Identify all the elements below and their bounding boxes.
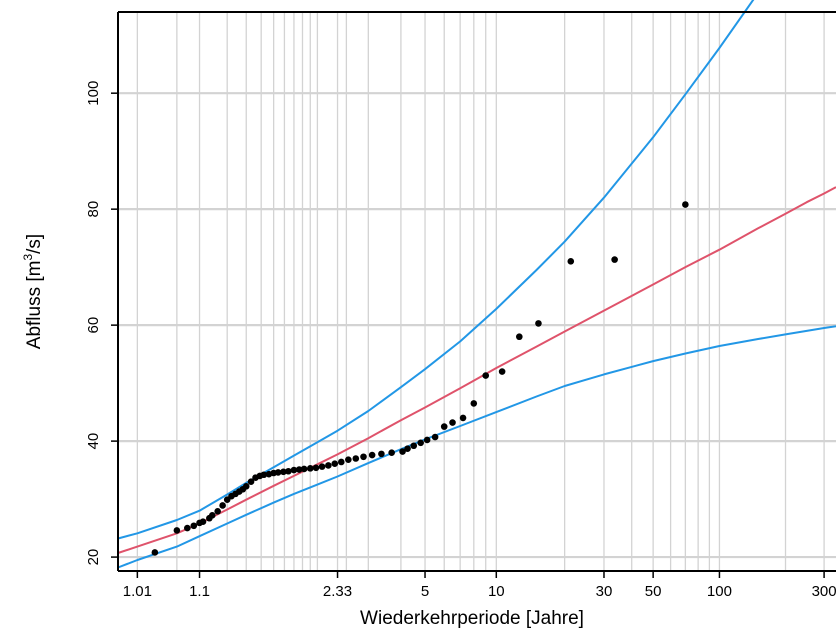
- data-point: [535, 320, 542, 327]
- data-point: [431, 433, 439, 441]
- data-point: [285, 467, 292, 475]
- data-point: [295, 466, 303, 473]
- data-point: [173, 527, 181, 534]
- data-point: [219, 502, 226, 509]
- x-tick-label: 30: [596, 583, 613, 600]
- data-point: [682, 201, 689, 208]
- data-point: [516, 333, 523, 341]
- fit-line: [117, 186, 836, 554]
- data-point: [208, 512, 216, 519]
- data-point: [318, 463, 326, 470]
- data-point: [274, 469, 282, 476]
- data-point: [368, 451, 376, 459]
- data-point: [306, 465, 314, 472]
- data-point: [280, 468, 287, 476]
- data-point: [417, 439, 424, 447]
- data-point: [247, 478, 255, 485]
- y-axis-ticks: 20 40 60 80 100: [85, 81, 118, 566]
- y-tick-label: 40: [85, 433, 102, 450]
- y-axis-title-main: Abfluss [m: [24, 261, 45, 350]
- y-tick-label: 100: [85, 81, 102, 106]
- lower-confidence-line: [117, 325, 836, 569]
- y-tick-label: 80: [85, 201, 102, 218]
- x-tick-label: 2.33: [323, 583, 352, 600]
- x-tick-label: 100: [707, 583, 732, 600]
- grid-lines: [118, 12, 836, 571]
- x-axis-title: Wiederkehrperiode [Jahre]: [360, 608, 584, 629]
- y-axis-title-superscript: 3: [21, 254, 35, 261]
- data-point: [337, 458, 345, 466]
- data-point: [300, 465, 308, 473]
- x-tick-label: 50: [645, 583, 662, 600]
- y-tick-label: 20: [85, 549, 102, 566]
- y-axis-title-suffix: /s]: [24, 234, 45, 254]
- data-point: [290, 466, 298, 474]
- x-tick-label: 5: [421, 583, 429, 600]
- data-point: [440, 423, 448, 430]
- data-point: [184, 524, 191, 532]
- data-point: [388, 449, 395, 457]
- data-point: [214, 507, 221, 515]
- data-point: [498, 368, 506, 375]
- data-point: [352, 455, 360, 462]
- data-point: [199, 518, 207, 526]
- data-point: [423, 436, 431, 444]
- data-point: [242, 483, 250, 490]
- data-point: [360, 453, 367, 461]
- x-tick-label: 300: [812, 583, 836, 600]
- data-point: [331, 460, 339, 468]
- data-point: [399, 448, 406, 455]
- data-point: [190, 522, 198, 530]
- x-axis-ticks: 1.01 1.1 2.33 5 10 30 50 100 300: [123, 571, 836, 600]
- data-point: [410, 442, 418, 450]
- data-point: [482, 372, 490, 379]
- data-point: [470, 400, 478, 407]
- data-point: [345, 456, 352, 463]
- series-layer: [117, 0, 836, 569]
- data-point: [449, 419, 456, 426]
- data-point: [378, 450, 385, 458]
- x-tick-label: 1.1: [189, 583, 210, 600]
- upper-confidence-line: [117, 0, 755, 540]
- data-point: [611, 256, 618, 263]
- x-tick-label: 1.01: [123, 583, 152, 600]
- data-point: [459, 414, 467, 422]
- data-point: [260, 471, 268, 479]
- data-point: [404, 445, 411, 452]
- data-point: [325, 462, 332, 469]
- y-tick-label: 60: [85, 317, 102, 334]
- y-axis-title: Abfluss [m3/s]: [21, 234, 45, 349]
- data-point: [151, 549, 159, 556]
- data-point: [312, 464, 320, 472]
- data-point: [567, 258, 575, 265]
- x-tick-label: 10: [488, 583, 505, 600]
